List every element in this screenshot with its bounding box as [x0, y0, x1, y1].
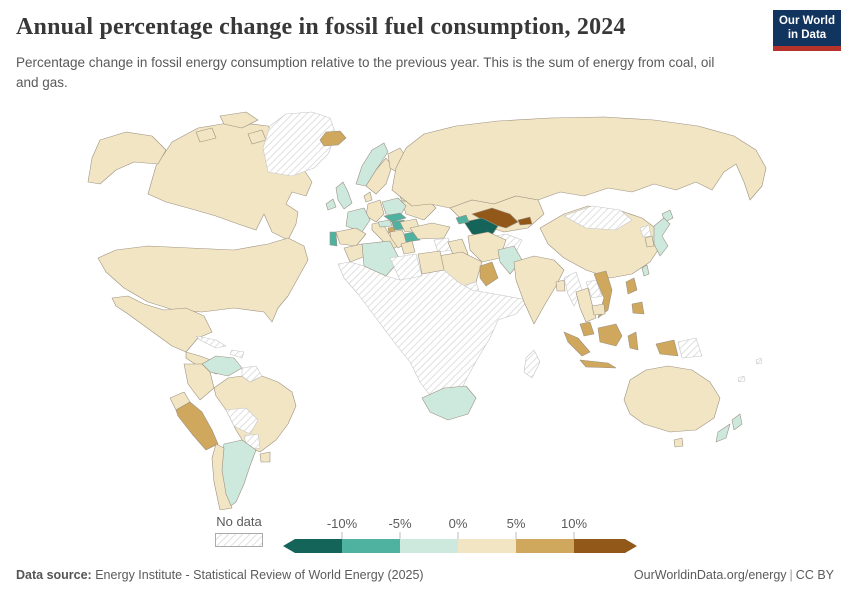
region-new-zealand[interactable]: [731, 413, 743, 431]
region-africa-interior[interactable]: [337, 261, 529, 403]
attribution-separator: |: [789, 568, 793, 582]
region-indonesia[interactable]: [563, 331, 591, 357]
attribution-line: OurWorldinData.org/energy | CC BY: [634, 568, 834, 582]
chart-footer: Data source: Energy Institute - Statisti…: [16, 568, 834, 582]
region-new-zealand[interactable]: [715, 423, 731, 443]
region-japan[interactable]: [653, 217, 671, 257]
region-mexico[interactable]: [111, 295, 213, 353]
region-france[interactable]: [345, 207, 371, 233]
map-legend: No data -10% -5% 0% 5% 10%: [0, 512, 850, 558]
region-oman-uae[interactable]: [479, 261, 499, 287]
legend-segment-0-5[interactable]: [458, 539, 516, 553]
region-tasmania[interactable]: [673, 437, 684, 448]
region-uruguay[interactable]: [259, 451, 271, 463]
region-kyrgyzstan[interactable]: [517, 216, 533, 226]
region-peru[interactable]: [175, 401, 219, 451]
region-libya[interactable]: [389, 253, 423, 281]
region-turkey[interactable]: [409, 222, 451, 240]
legend-tick: -5%: [388, 516, 412, 531]
region-philippines[interactable]: [625, 277, 638, 295]
owid-url-link[interactable]: OurWorldinData.org/energy: [633, 568, 787, 582]
region-chile[interactable]: [211, 443, 233, 510]
owid-logo-box: Our World in Data: [773, 10, 841, 46]
region-indonesia[interactable]: [597, 323, 623, 347]
region-pacific-islands[interactable]: [755, 357, 763, 365]
legend-segment-below-neg10[interactable]: [283, 539, 342, 553]
region-iceland[interactable]: [319, 130, 347, 147]
region-south-africa[interactable]: [421, 385, 477, 421]
owid-logo-line1: Our World: [778, 14, 835, 27]
chart-subtitle: Percentage change in fossil energy consu…: [16, 55, 715, 91]
owid-logo-line2: in Data: [787, 29, 827, 41]
region-taiwan[interactable]: [641, 264, 650, 277]
data-source-label: Data source:: [16, 568, 92, 582]
region-ireland[interactable]: [325, 198, 337, 211]
data-source-line: Data source: Energy Institute - Statisti…: [16, 568, 424, 582]
region-bangladesh[interactable]: [555, 279, 566, 292]
page-title: Annual percentage change in fossil fuel …: [16, 14, 626, 40]
region-poland[interactable]: [381, 197, 407, 217]
legend-segment-5-10[interactable]: [516, 539, 574, 553]
region-russia[interactable]: [391, 116, 767, 209]
region-indonesia[interactable]: [655, 339, 679, 357]
region-australia[interactable]: [623, 365, 721, 433]
legend-color-scale: -10% -5% 0% 5% 10%: [281, 516, 637, 556]
region-south-korea[interactable]: [644, 235, 655, 248]
region-egypt[interactable]: [417, 250, 445, 275]
world-choropleth-map: [20, 110, 830, 510]
no-data-label: No data: [216, 514, 262, 529]
legend-tick: 10%: [560, 516, 588, 531]
license-link[interactable]: CC BY: [795, 568, 834, 582]
region-arctic-island[interactable]: [195, 127, 217, 143]
region-malaysia[interactable]: [579, 321, 595, 337]
region-papua-new-guinea[interactable]: [677, 337, 703, 359]
no-data-swatch[interactable]: [215, 533, 263, 547]
legend-segment-above-10[interactable]: [574, 539, 637, 553]
region-philippines[interactable]: [631, 301, 645, 315]
legend-segment-neg5-0[interactable]: [400, 539, 458, 553]
region-austria[interactable]: [377, 219, 393, 228]
region-indonesia[interactable]: [579, 359, 617, 369]
region-greenland[interactable]: [262, 111, 337, 177]
region-pacific-islands[interactable]: [737, 375, 746, 383]
region-indonesia[interactable]: [627, 331, 639, 351]
region-madagascar[interactable]: [523, 349, 541, 379]
region-algeria[interactable]: [361, 240, 401, 277]
region-azerbaijan[interactable]: [455, 214, 470, 225]
legend-tick: 5%: [506, 516, 526, 531]
legend-tick: 0%: [448, 516, 468, 531]
region-india[interactable]: [513, 255, 565, 325]
owid-logo[interactable]: Our World in Data: [773, 10, 841, 51]
legend-tick: -10%: [326, 516, 358, 531]
region-denmark[interactable]: [363, 191, 373, 203]
data-source-text: Energy Institute - Statistical Review of…: [91, 568, 424, 582]
region-laos[interactable]: [585, 279, 603, 299]
region-mongolia[interactable]: [563, 205, 633, 231]
region-cuba[interactable]: [195, 335, 227, 349]
region-united-kingdom[interactable]: [335, 181, 353, 210]
region-cambodia[interactable]: [591, 303, 606, 316]
region-arctic-island[interactable]: [219, 111, 259, 129]
owid-logo-accent: [773, 46, 841, 51]
legend-segment-neg10-neg5[interactable]: [342, 539, 400, 553]
region-guianas[interactable]: [241, 365, 263, 383]
region-thailand[interactable]: [575, 287, 597, 323]
region-alaska[interactable]: [87, 131, 167, 185]
region-hispaniola[interactable]: [229, 349, 245, 359]
region-portugal[interactable]: [329, 231, 338, 247]
region-united-states[interactable]: [97, 237, 309, 323]
region-greece[interactable]: [400, 240, 416, 255]
region-colombia[interactable]: [183, 363, 215, 401]
region-bolivia[interactable]: [225, 407, 259, 435]
region-spain[interactable]: [335, 227, 367, 247]
